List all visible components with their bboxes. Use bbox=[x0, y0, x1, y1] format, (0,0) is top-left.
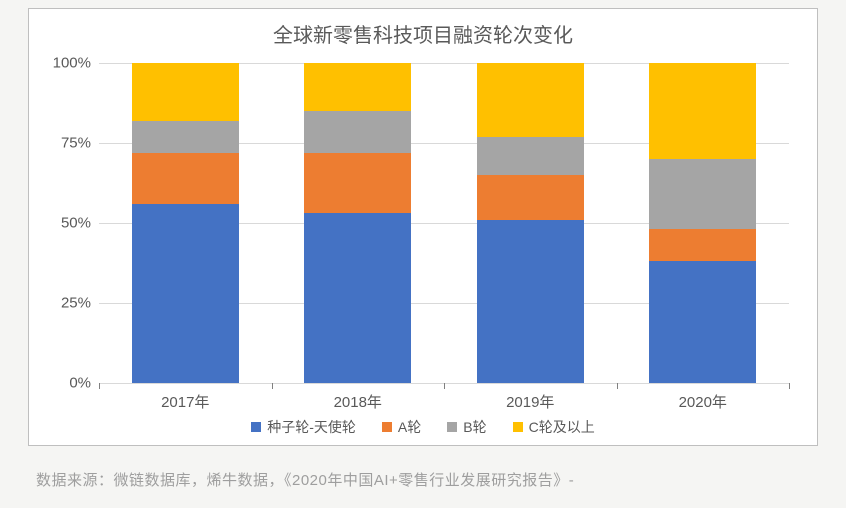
bar-segment-a_round bbox=[132, 153, 239, 204]
y-tick-label: 75% bbox=[47, 135, 91, 152]
bar-segment-c_plus bbox=[304, 63, 411, 111]
legend-swatch bbox=[382, 422, 392, 432]
legend-item: A轮 bbox=[382, 417, 421, 437]
bar-segment-seed_angel bbox=[649, 261, 756, 383]
legend-label: C轮及以上 bbox=[529, 417, 595, 437]
y-tick-label: 100% bbox=[47, 55, 91, 72]
x-tick bbox=[789, 383, 790, 389]
bar-segment-b_round bbox=[477, 137, 584, 175]
bar bbox=[132, 63, 239, 383]
x-tick-label: 2019年 bbox=[506, 383, 554, 412]
legend-swatch bbox=[513, 422, 523, 432]
legend-item: 种子轮-天使轮 bbox=[251, 417, 356, 437]
legend: 种子轮-天使轮 A轮 B轮 C轮及以上 bbox=[29, 417, 817, 437]
legend-swatch bbox=[447, 422, 457, 432]
y-tick-label: 25% bbox=[47, 295, 91, 312]
bar-segment-b_round bbox=[304, 111, 411, 153]
bar-segment-c_plus bbox=[132, 63, 239, 121]
bar bbox=[477, 63, 584, 383]
bar bbox=[649, 63, 756, 383]
source-line: 数据来源：微链数据库，烯牛数据，《2020年中国AI+零售行业发展研究报告》- bbox=[36, 469, 574, 490]
x-tick bbox=[272, 383, 273, 389]
x-tick bbox=[444, 383, 445, 389]
bar-segment-a_round bbox=[304, 153, 411, 214]
bar-segment-a_round bbox=[477, 175, 584, 220]
bar-segment-c_plus bbox=[477, 63, 584, 137]
bar-segment-a_round bbox=[649, 229, 756, 261]
x-tick-label: 2017年 bbox=[161, 383, 209, 412]
bar-segment-seed_angel bbox=[304, 213, 411, 383]
x-tick-label: 2020年 bbox=[679, 383, 727, 412]
bar-segment-b_round bbox=[132, 121, 239, 153]
legend-swatch bbox=[251, 422, 261, 432]
x-tick bbox=[99, 383, 100, 389]
bar-segment-seed_angel bbox=[132, 204, 239, 383]
legend-label: A轮 bbox=[398, 417, 421, 437]
bar-segment-b_round bbox=[649, 159, 756, 229]
x-tick-label: 2018年 bbox=[334, 383, 382, 412]
y-tick-label: 50% bbox=[47, 215, 91, 232]
legend-item: C轮及以上 bbox=[513, 417, 595, 437]
plot-area: 0%25%50%75%100%2017年2018年2019年2020年 bbox=[99, 63, 789, 383]
x-tick bbox=[617, 383, 618, 389]
legend-item: B轮 bbox=[447, 417, 486, 437]
legend-label: B轮 bbox=[463, 417, 486, 437]
bar bbox=[304, 63, 411, 383]
chart-card: 全球新零售科技项目融资轮次变化 0%25%50%75%100%2017年2018… bbox=[28, 8, 818, 446]
bar-segment-seed_angel bbox=[477, 220, 584, 383]
legend-label: 种子轮-天使轮 bbox=[267, 417, 356, 437]
chart-title: 全球新零售科技项目融资轮次变化 bbox=[29, 9, 817, 49]
y-tick-label: 0% bbox=[47, 375, 91, 392]
bar-segment-c_plus bbox=[649, 63, 756, 159]
